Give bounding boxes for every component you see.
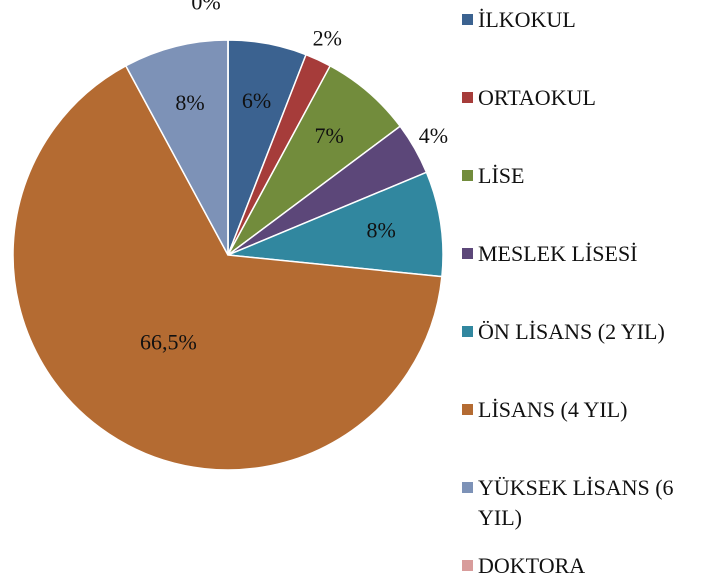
legend-swatch: [462, 14, 473, 25]
data-label: 4%: [419, 123, 448, 148]
legend-label: LİSANS (4 YIL): [478, 397, 628, 422]
legend-label: ÖN LİSANS (2 YIL): [478, 319, 665, 344]
legend-label: DOKTORA: [478, 553, 586, 578]
legend-label: YÜKSEK LİSANS (6 YIL): [478, 475, 674, 530]
data-label: 0%: [191, 0, 220, 15]
legend-swatch: [462, 482, 473, 493]
legend-swatch: [462, 326, 473, 337]
legend-swatch: [462, 404, 473, 415]
legend-swatch: [462, 170, 473, 181]
legend-swatch: [462, 248, 473, 259]
data-label: 7%: [314, 123, 343, 148]
data-label: 6%: [242, 88, 271, 113]
legend-label: MESLEK LİSESİ: [478, 241, 638, 266]
data-label: 66,5%: [140, 329, 197, 354]
data-label: 2%: [313, 25, 342, 50]
data-label: 8%: [366, 217, 395, 242]
pie-slice: [227, 171, 444, 278]
pie-slice: [124, 39, 229, 256]
legend-swatch: [462, 92, 473, 103]
legend-swatch: [462, 560, 473, 571]
legend-label: LİSE: [478, 163, 525, 188]
legend-label: İLKOKUL: [478, 7, 576, 32]
pie-slice: [12, 64, 443, 471]
data-label: 8%: [175, 90, 204, 115]
legend-label: ORTAOKUL: [478, 85, 596, 110]
